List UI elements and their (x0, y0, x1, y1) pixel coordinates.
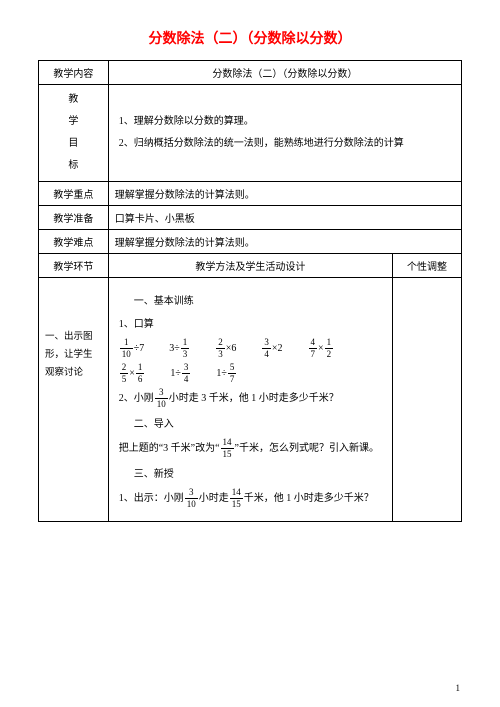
row-label: 教学内容 (39, 61, 109, 85)
row-label: 教学重点 (39, 182, 109, 206)
section-heading: 三、新授 (119, 465, 382, 484)
section-heading: 二、导入 (119, 415, 382, 434)
row-value: 理解掌握分数除法的计算法则。 (108, 230, 461, 254)
lesson-table: 教学内容 分数除法（二）（分数除以分数） 教 学 目 标 1、理解分数除以分数的… (38, 60, 462, 522)
adjust-cell (393, 278, 462, 522)
expr-row: 110÷7 3÷13 23×6 34×2 47×12 (119, 338, 382, 359)
goals-content: 1、理解分数除以分数的算理。 2、归纳概括分数除法的统一法则，能熟练地进行分数除… (108, 85, 461, 182)
row-value: 个性调整 (393, 254, 462, 278)
expr-row: 25×16 1÷34 1÷57 (119, 363, 382, 384)
row-value: 口算卡片、小黑板 (108, 206, 461, 230)
row-label: 教学难点 (39, 230, 109, 254)
row-value: 分数除法（二）（分数除以分数） (108, 61, 461, 85)
question: 2、小刚310小时走 3 千米，他 1 小时走多少千米？ (119, 388, 382, 409)
show-line: 1、出示：小刚310小时走1415千米，他 1 小时走多少千米？ (119, 488, 382, 509)
page-title: 分数除法（二）（分数除以分数） (38, 28, 462, 48)
page-number: 1 (456, 683, 461, 693)
main-content: 一、基本训练 1、口算 110÷7 3÷13 23×6 34×2 47×12 2… (108, 278, 392, 522)
row-value: 理解掌握分数除法的计算法则。 (108, 182, 461, 206)
goals-label: 教 学 目 标 (39, 85, 109, 182)
row-label: 教学准备 (39, 206, 109, 230)
left-note: 一、出示图 形，让学生 观察讨论 (39, 278, 109, 522)
row-value: 教学方法及学生活动设计 (108, 254, 392, 278)
row-label: 教学环节 (39, 254, 109, 278)
section-heading: 一、基本训练 (119, 292, 382, 311)
lead-in: 把上题的“3 千米”改为“1415”千米，怎么列式呢？引入新课。 (119, 438, 382, 459)
subheading: 1、口算 (119, 315, 382, 334)
